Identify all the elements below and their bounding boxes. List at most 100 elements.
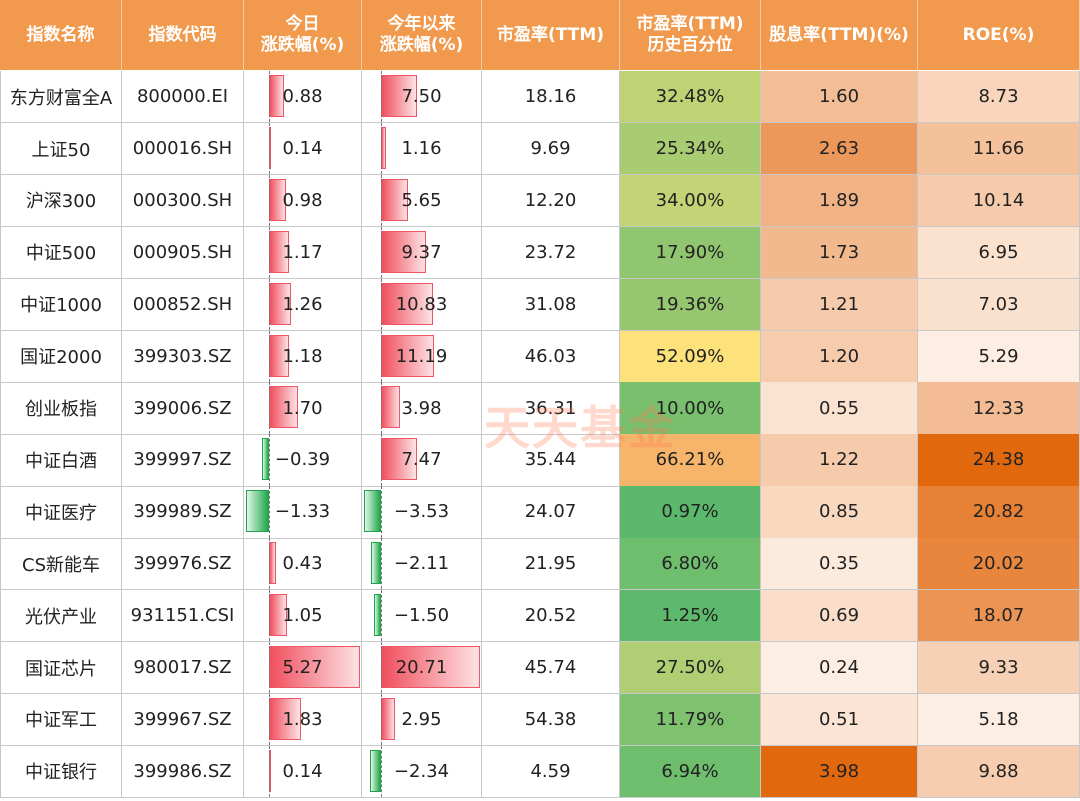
value-text: 24.07 — [524, 501, 577, 523]
cell-index-name: 国证芯片 — [0, 641, 122, 695]
zero-axis — [268, 226, 271, 279]
cell-roe: 20.02 — [918, 538, 1080, 591]
value-text: 10.83 — [395, 293, 448, 315]
today-change-bar — [262, 438, 269, 481]
cell-today-change: 0.14 — [244, 122, 362, 176]
zero-axis — [268, 278, 271, 330]
ytd-change-bar — [380, 178, 408, 221]
zero-axis — [380, 693, 383, 746]
value-text: 中证白酒 — [25, 450, 97, 472]
value-text: −2.11 — [393, 553, 450, 575]
value-text: 9.69 — [530, 138, 571, 160]
cell-index-code: 399997.SZ — [122, 434, 244, 487]
value-text: 980017.SZ — [133, 657, 232, 679]
cell-index-name: 光伏产业 — [0, 590, 122, 643]
value-text: 0.98 — [282, 189, 323, 211]
cell-dividend-yield: 1.89 — [761, 174, 918, 228]
cell-pe-ttm: 4.59 — [482, 745, 620, 799]
cell-index-code: 000300.SH — [122, 174, 244, 228]
value-text: 0.88 — [282, 86, 323, 108]
value-text: 12.33 — [972, 397, 1025, 419]
value-text: 6.95 — [978, 241, 1019, 263]
header-line: 历史百分位 — [647, 35, 733, 55]
cell-ytd-change: 20.71 — [362, 641, 482, 695]
value-text: 000300.SH — [132, 189, 233, 211]
value-text: 11.79% — [655, 708, 725, 730]
zero-axis — [268, 486, 271, 538]
value-text: 20.82 — [972, 501, 1025, 523]
value-text: 0.69 — [818, 605, 860, 627]
value-text: 上证50 — [31, 139, 91, 161]
header-line: 涨跌幅(%) — [260, 35, 345, 55]
cell-ytd-change: 7.50 — [362, 71, 482, 124]
value-text: 0.55 — [818, 397, 860, 419]
value-text: −0.39 — [274, 449, 331, 471]
zero-axis — [380, 641, 383, 694]
header-today-change: 今日 涨跌幅(%) — [244, 0, 362, 71]
value-text: 0.51 — [818, 708, 860, 730]
value-text: 399976.SZ — [133, 553, 232, 575]
value-text: 399986.SZ — [133, 760, 232, 782]
value-text: 0.85 — [818, 501, 860, 523]
cell-index-name: 东方财富全A — [0, 71, 122, 124]
cell-index-code: 931151.CSI — [122, 590, 244, 643]
cell-index-name: 中证银行 — [0, 745, 122, 799]
value-text: 1.89 — [818, 189, 860, 211]
cell-index-code: 000905.SH — [122, 226, 244, 280]
value-text: 18.07 — [972, 605, 1025, 627]
today-change-bar — [246, 490, 269, 533]
cell-index-code: 800000.EI — [122, 71, 244, 124]
cell-today-change: 1.83 — [244, 693, 362, 747]
value-text: 0.14 — [282, 760, 323, 782]
ytd-change-bar — [373, 594, 381, 636]
cell-today-change: −1.33 — [244, 486, 362, 539]
header-pe-percentile: 市盈率(TTM) 历史百分位 — [620, 0, 761, 71]
value-text: 000852.SH — [132, 293, 233, 315]
value-text: 0.35 — [818, 553, 860, 575]
value-text: 32.48% — [655, 86, 725, 108]
cell-index-code: 399303.SZ — [122, 330, 244, 383]
cell-index-name: 创业板指 — [0, 382, 122, 435]
cell-today-change: 0.43 — [244, 538, 362, 591]
cell-ytd-change: 9.37 — [362, 226, 482, 280]
header-index-code: 指数代码 — [122, 0, 244, 71]
value-text: 1.05 — [282, 605, 323, 627]
value-text: 光伏产业 — [25, 606, 97, 628]
cell-dividend-yield: 0.69 — [761, 590, 918, 643]
value-text: 1.18 — [282, 345, 323, 367]
cell-index-name: 中证医疗 — [0, 486, 122, 539]
zero-axis — [380, 382, 383, 434]
cell-pe-ttm: 31.08 — [482, 278, 620, 331]
cell-index-name: 中证白酒 — [0, 434, 122, 487]
cell-dividend-yield: 3.98 — [761, 745, 918, 799]
value-text: 国证芯片 — [25, 658, 97, 680]
cell-pe-percentile: 66.21% — [620, 434, 761, 487]
ytd-change-bar — [380, 75, 417, 117]
header-line: 今年以来 — [387, 14, 456, 34]
zero-axis — [268, 122, 271, 175]
header-line: 指数名称 — [26, 24, 95, 45]
value-text: 2.95 — [401, 708, 442, 730]
cell-dividend-yield: 1.73 — [761, 226, 918, 280]
value-text: 3.98 — [818, 760, 860, 782]
value-text: 17.90% — [655, 241, 725, 263]
cell-today-change: 1.70 — [244, 382, 362, 435]
cell-ytd-change: −2.34 — [362, 745, 482, 799]
header-line: 市盈率(TTM) — [636, 14, 744, 34]
cell-dividend-yield: 0.35 — [761, 538, 918, 591]
cell-pe-percentile: 25.34% — [620, 122, 761, 176]
value-text: CS新能车 — [22, 554, 100, 576]
cell-pe-ttm: 21.95 — [482, 538, 620, 591]
zero-axis — [268, 590, 271, 642]
value-text: 5.27 — [282, 657, 323, 679]
cell-ytd-change: 3.98 — [362, 382, 482, 435]
zero-axis — [268, 330, 271, 382]
cell-index-name: 沪深300 — [0, 174, 122, 228]
cell-pe-percentile: 10.00% — [620, 382, 761, 435]
ytd-change-bar — [370, 542, 381, 585]
header-pe-ttm: 市盈率(TTM) — [482, 0, 620, 71]
cell-index-name: 中证1000 — [0, 278, 122, 331]
value-text: 23.72 — [524, 241, 577, 263]
header-ytd-change: 今年以来 涨跌幅(%) — [362, 0, 482, 71]
